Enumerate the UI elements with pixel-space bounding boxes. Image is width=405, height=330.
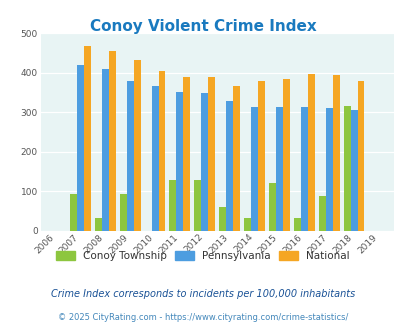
Bar xyxy=(151,86,158,231)
Bar xyxy=(109,51,115,231)
Bar xyxy=(282,79,289,231)
Legend: Conoy Township, Pennsylvania, National: Conoy Township, Pennsylvania, National xyxy=(52,247,353,265)
Bar xyxy=(257,81,264,231)
Bar xyxy=(243,218,250,231)
Bar xyxy=(250,107,257,231)
Bar xyxy=(343,106,350,231)
Bar xyxy=(268,183,275,231)
Bar xyxy=(219,207,226,231)
Bar xyxy=(119,194,126,231)
Bar xyxy=(357,81,364,231)
Bar xyxy=(84,46,91,231)
Bar xyxy=(183,77,190,231)
Bar xyxy=(226,101,232,231)
Bar xyxy=(169,180,176,231)
Bar xyxy=(275,107,282,231)
Bar xyxy=(300,107,307,231)
Text: © 2025 CityRating.com - https://www.cityrating.com/crime-statistics/: © 2025 CityRating.com - https://www.city… xyxy=(58,313,347,322)
Bar xyxy=(318,196,325,231)
Bar xyxy=(95,218,102,231)
Bar xyxy=(350,110,357,231)
Text: Conoy Violent Crime Index: Conoy Violent Crime Index xyxy=(90,19,315,34)
Bar xyxy=(194,180,201,231)
Bar xyxy=(102,69,109,231)
Bar xyxy=(232,86,239,231)
Bar xyxy=(208,77,215,231)
Bar xyxy=(332,75,339,231)
Bar xyxy=(293,218,300,231)
Bar xyxy=(307,74,314,231)
Bar xyxy=(325,108,332,231)
Bar xyxy=(201,93,208,231)
Bar xyxy=(133,60,140,231)
Bar xyxy=(126,81,133,231)
Text: Crime Index corresponds to incidents per 100,000 inhabitants: Crime Index corresponds to incidents per… xyxy=(51,289,354,299)
Bar xyxy=(158,71,165,231)
Bar xyxy=(176,92,183,231)
Bar xyxy=(70,194,77,231)
Bar xyxy=(77,65,84,231)
